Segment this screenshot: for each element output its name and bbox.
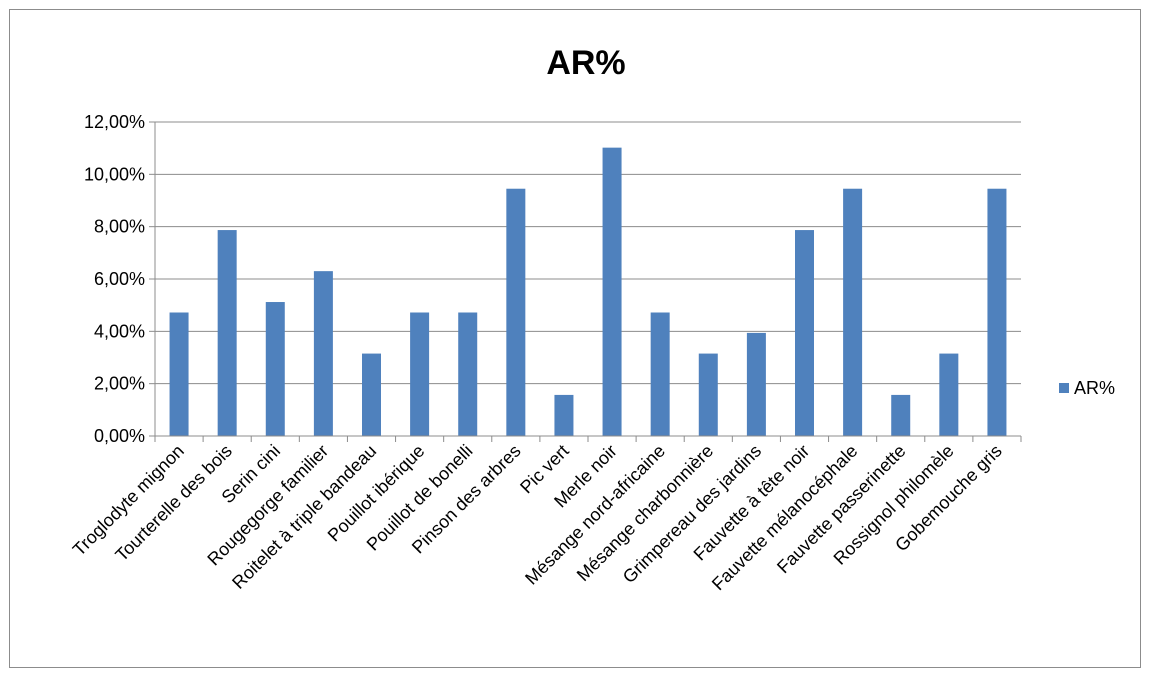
legend-label: AR% xyxy=(1074,378,1115,398)
bar xyxy=(795,230,814,436)
bar-chart: AR% 0,00% 2,00% 4,00% 6,00% 8,00% 10,00% 12,00… xyxy=(69,44,1115,595)
bar xyxy=(410,312,430,436)
y-tick-labels: 0,00% 2,00% 4,00% 6,00% 8,00% 10,00% 12,00% xyxy=(84,112,145,446)
y-tick-label: 8,00% xyxy=(94,217,145,237)
gridlines xyxy=(155,121,1021,385)
y-tick-label: 4,00% xyxy=(94,321,145,341)
bar xyxy=(602,147,622,437)
y-tick-label: 0,00% xyxy=(94,426,145,446)
bar xyxy=(458,312,478,436)
legend: AR% xyxy=(1059,378,1115,398)
bar xyxy=(169,312,189,436)
bar xyxy=(698,353,718,436)
bar xyxy=(265,302,285,436)
chart-area: AR% 0,00% 2,00% 4,00% 6,00% 8,00% 10,00% 12,00… xyxy=(9,9,1141,668)
y-tick-label: 6,00% xyxy=(94,269,145,289)
y-tick-label: 12,00% xyxy=(84,112,145,132)
bar xyxy=(313,271,333,436)
bars xyxy=(169,147,1007,437)
bar xyxy=(362,353,381,436)
bar xyxy=(843,188,863,436)
bar xyxy=(650,312,670,436)
chart-title: AR% xyxy=(546,44,625,82)
bar xyxy=(939,353,959,436)
bar xyxy=(987,188,1007,436)
y-tick-label: 10,00% xyxy=(84,164,145,184)
bar xyxy=(746,332,766,436)
legend-swatch xyxy=(1059,383,1069,393)
axes xyxy=(149,121,1022,442)
y-tick-label: 2,00% xyxy=(94,374,145,394)
bar xyxy=(554,394,574,436)
bar xyxy=(217,230,237,436)
bar xyxy=(506,188,526,436)
bar xyxy=(891,394,911,436)
